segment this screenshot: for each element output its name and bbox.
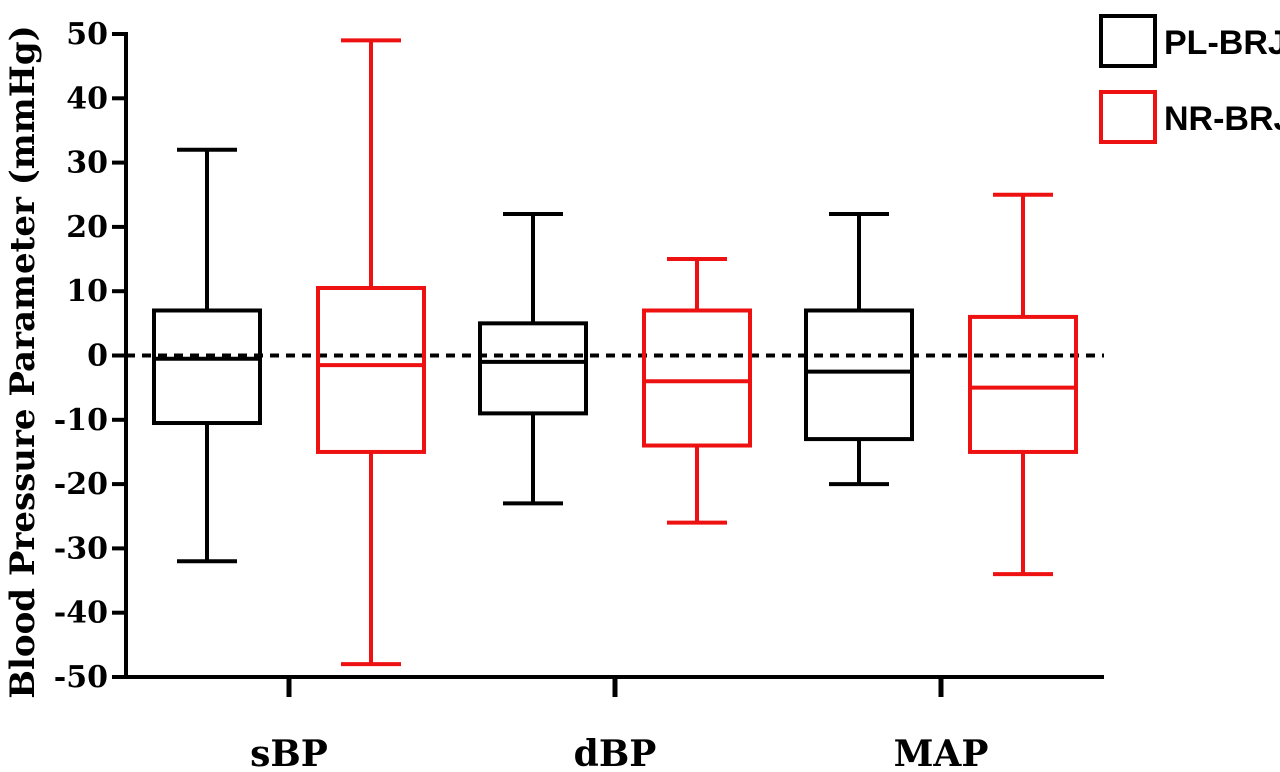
x-category-label: dBP <box>574 733 657 772</box>
iqr-box <box>478 321 588 416</box>
iqr-box <box>804 308 914 442</box>
iqr-box <box>316 285 426 454</box>
y-tick-label: -50 <box>54 660 108 695</box>
box-pl-brj-map <box>804 212 914 487</box>
y-tick-label: 50 <box>66 17 108 52</box>
x-category-label: MAP <box>894 733 989 772</box>
iqr-box <box>968 314 1078 454</box>
legend-swatch-nr-brj <box>1099 90 1157 144</box>
iqr-box <box>642 308 752 448</box>
legend-label-pl-brj: PL-BRJ <box>1164 24 1280 62</box>
box-nr-brj-sbp <box>316 38 426 667</box>
y-tick-label: 0 <box>87 339 108 374</box>
legend: PL-BRJ NR-BRJ <box>1099 14 1280 144</box>
y-tick-label: -10 <box>54 403 108 438</box>
y-tick-label: -30 <box>54 531 108 566</box>
box-nr-brj-dbp <box>642 257 752 525</box>
y-tick-label: 40 <box>66 81 108 116</box>
iqr-box <box>152 308 262 426</box>
plot-area: 50 40 30 20 10 0 -10 -20 -30 -40 -50 sBP dBP MAP <box>54 17 1104 772</box>
y-tick-label: 30 <box>66 146 108 181</box>
box-pl-brj-dbp <box>478 212 588 506</box>
box-nr-brj-map <box>968 192 1078 577</box>
y-tick-label: 20 <box>66 210 108 245</box>
y-tick-label: -40 <box>54 596 108 631</box>
legend-swatch-pl-brj <box>1099 14 1157 68</box>
y-tick-label: 10 <box>66 274 108 309</box>
x-category-label: sBP <box>250 733 328 772</box>
legend-label-nr-brj: NR-BRJ <box>1164 100 1280 138</box>
y-axis-label: Blood Pressure Parameter (mmHg) <box>3 25 43 698</box>
box-pl-brj-sbp <box>152 147 262 564</box>
y-tick-label: -20 <box>54 467 108 502</box>
